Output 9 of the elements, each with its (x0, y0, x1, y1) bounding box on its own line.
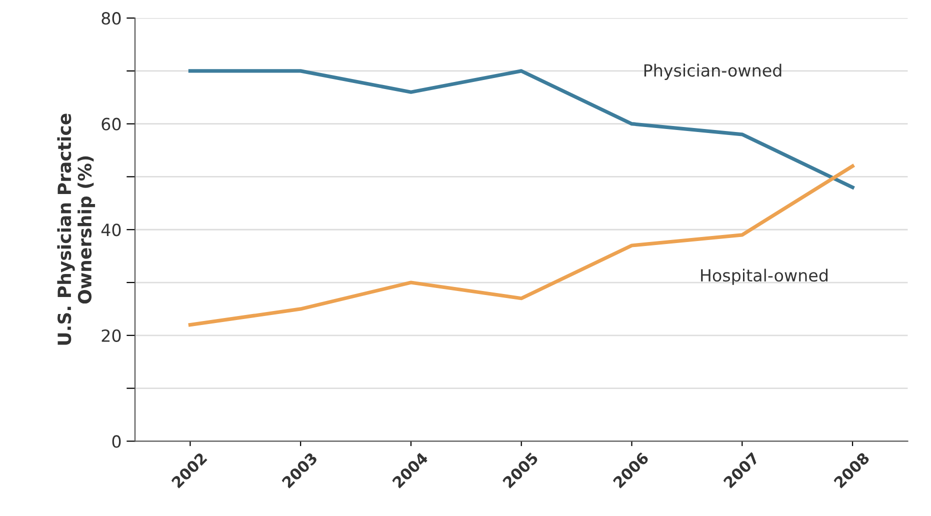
text: Physician-owned (644, 64, 782, 80)
series-label: Hospital-owned (701, 268, 828, 285)
y-axis-title: U.S. Physician Practice Ownership (%) (57, 114, 96, 345)
y-tick-label: 80 (102, 12, 121, 25)
y-tick-label: 20 (102, 329, 121, 342)
y-tick-label: 0 (112, 435, 121, 448)
line-series (188, 164, 854, 327)
y-tick-label: 40 (101, 224, 121, 236)
y-tick-label: 60 (102, 118, 121, 130)
